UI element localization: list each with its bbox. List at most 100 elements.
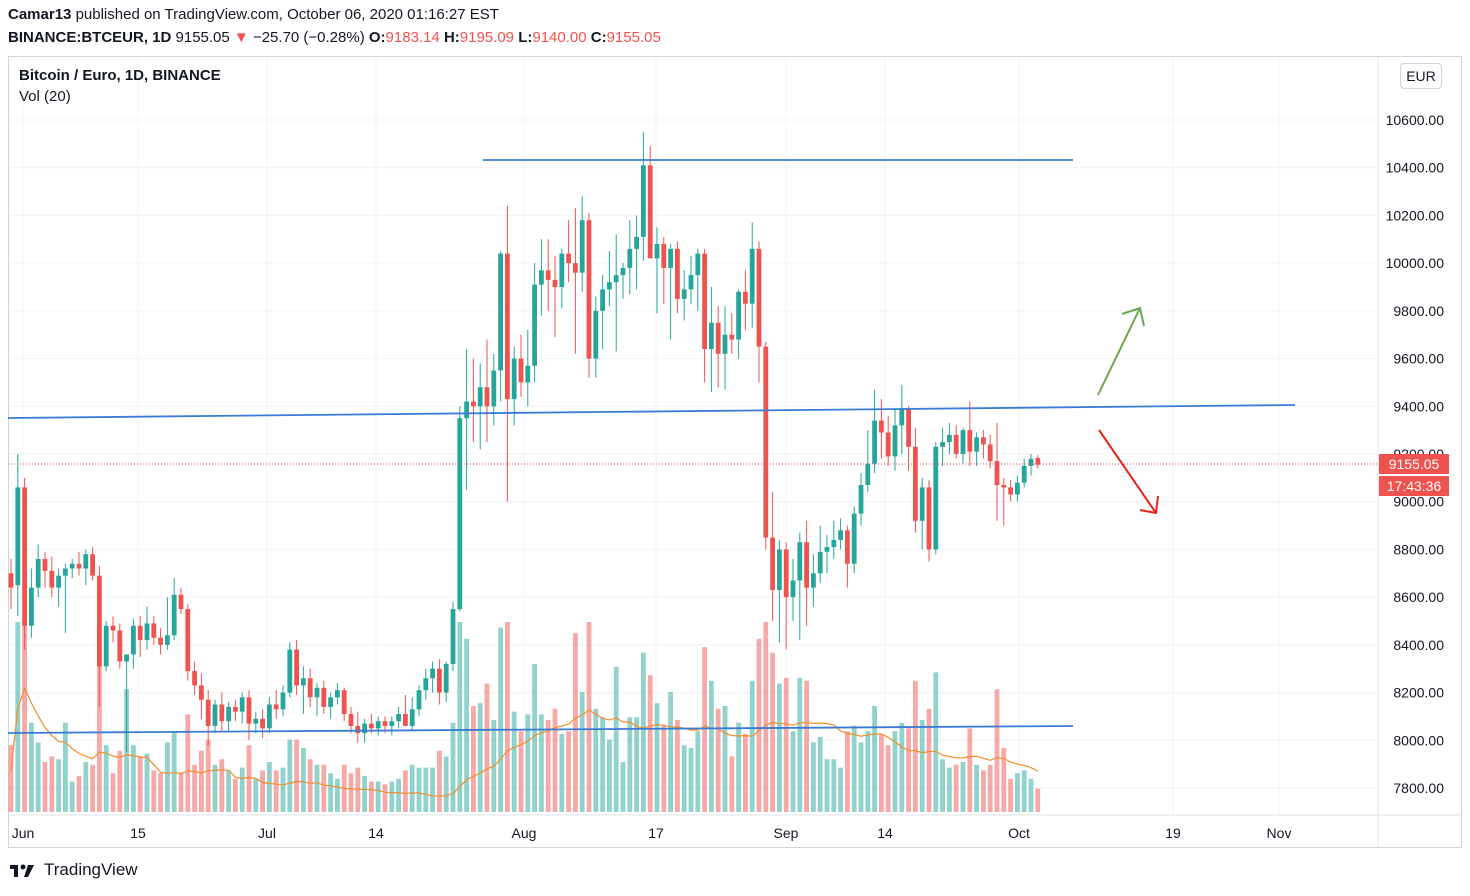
candle-body [430, 668, 435, 679]
candle-body [817, 551, 823, 574]
volume-bar [90, 764, 95, 812]
candle [960, 427, 966, 464]
volume-bar [253, 778, 259, 812]
volume-bar [219, 759, 225, 812]
volume-bar [233, 778, 238, 812]
candle-body [559, 253, 565, 287]
candle [29, 568, 34, 638]
currency-button[interactable]: EUR [1400, 63, 1442, 89]
candle [783, 542, 789, 650]
candle [715, 306, 721, 388]
candle [620, 263, 626, 299]
volume-bar [314, 764, 320, 812]
volume-bar [702, 647, 707, 812]
candle-body [137, 625, 143, 641]
candle-body [790, 580, 796, 598]
volume-bar [49, 756, 55, 812]
volume-bar [634, 717, 639, 812]
candle-body [579, 220, 585, 273]
price-tick-label: 8400.00 [1393, 637, 1444, 653]
price-tick-label: 10000.00 [1386, 255, 1445, 271]
high-value: 9195.09 [459, 29, 515, 46]
candle-body [906, 408, 911, 447]
candle-body [287, 649, 293, 693]
candle-body [722, 334, 728, 354]
time-tick-label: Jul [258, 825, 276, 841]
footer-brand[interactable]: TradingView [8, 860, 138, 880]
candle [559, 248, 565, 309]
volume-bar [8, 745, 14, 812]
candle-body [103, 625, 109, 667]
candle [335, 683, 340, 705]
candle-body [280, 692, 286, 710]
volume-bar [416, 767, 422, 812]
volume-bar [131, 745, 136, 812]
candle [294, 640, 299, 695]
volume-bar [1028, 778, 1034, 812]
price-tick-label: 9800.00 [1393, 303, 1444, 319]
time-tick-label: Oct [1008, 825, 1030, 841]
candle-body [974, 437, 979, 452]
candle [518, 334, 524, 397]
volume-bar [1008, 778, 1013, 812]
price-tick-label: 8800.00 [1393, 541, 1444, 557]
candle [763, 341, 769, 550]
candle [491, 353, 497, 426]
candle [797, 532, 803, 641]
volume-bar [695, 731, 701, 812]
candle-body [362, 723, 367, 734]
candle [307, 668, 313, 707]
candle-body [845, 530, 850, 564]
candle [661, 236, 667, 304]
volume-bar [199, 750, 204, 812]
candle-body [97, 575, 102, 667]
candle [260, 709, 265, 738]
candle [464, 349, 469, 490]
candle-body [641, 165, 646, 237]
volume-bar [967, 728, 973, 812]
candle [158, 628, 163, 655]
time-tick-label: Sep [774, 825, 799, 841]
volume-bar [511, 711, 517, 812]
candle-body [158, 637, 163, 645]
indicator-legend[interactable]: Vol (20) [19, 88, 71, 105]
candle-body [661, 244, 667, 268]
candle-body [947, 434, 952, 443]
volume-bar [505, 622, 510, 812]
volume-bar [947, 767, 952, 812]
volume-bar [824, 759, 830, 812]
candle [8, 558, 14, 610]
candle-body [246, 697, 252, 724]
volume-bar [239, 767, 245, 812]
candle [573, 208, 578, 354]
volume-bar [831, 759, 837, 812]
candle [756, 241, 762, 383]
candle [416, 685, 422, 717]
candle [1021, 458, 1027, 488]
volume-bar [607, 739, 612, 812]
candle [736, 289, 741, 359]
volume-bar [1035, 788, 1041, 812]
volume-bar [69, 781, 75, 812]
candle [498, 251, 503, 402]
candle [205, 690, 211, 746]
candle-body [647, 165, 653, 259]
candle [178, 587, 184, 614]
volume-bar [566, 731, 571, 812]
volume-bar [552, 708, 558, 812]
candle [355, 711, 361, 743]
candle-body [464, 401, 469, 419]
last-price-badge: 9155.05 [1379, 454, 1449, 474]
candle-body [729, 334, 735, 340]
chart-frame [8, 56, 1462, 848]
volume-bar [1015, 773, 1020, 812]
volume-bar [375, 781, 381, 812]
price-change: −25.70 (−0.28%) [252, 29, 365, 46]
candle-body [63, 568, 68, 576]
author-name[interactable]: Camar13 [8, 6, 72, 23]
candle [634, 215, 639, 290]
candle [63, 563, 68, 633]
chart-legend-title[interactable]: Bitcoin / Euro, 1D, BINANCE [19, 67, 221, 84]
candle [484, 339, 490, 443]
